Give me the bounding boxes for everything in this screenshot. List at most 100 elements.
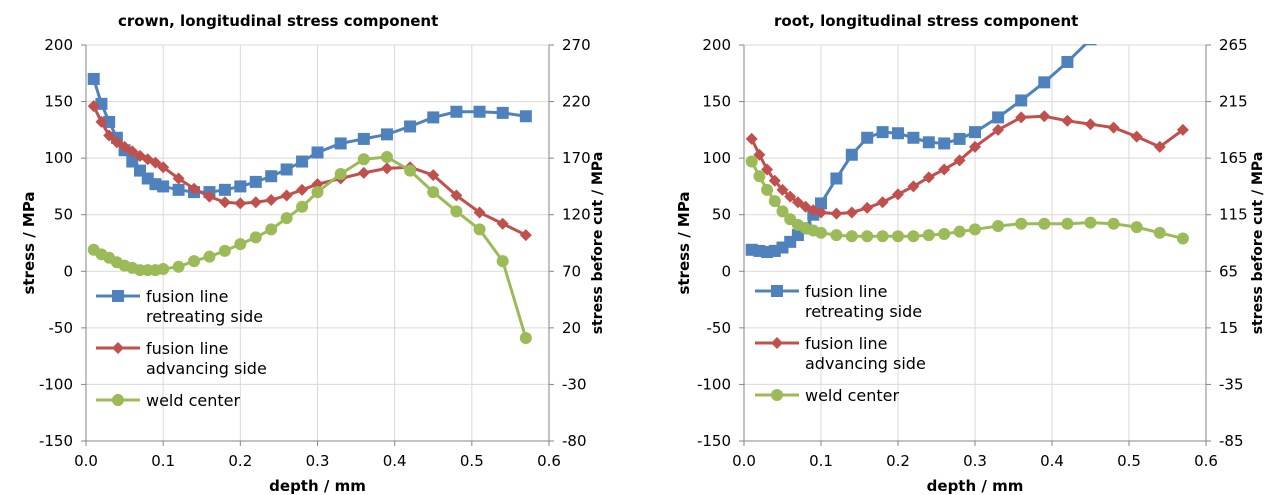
data-point [149, 156, 162, 169]
legend-marker [771, 337, 783, 349]
data-point [280, 212, 293, 225]
data-point [907, 131, 920, 144]
y2-tick-label: 170 [562, 149, 591, 167]
data-point [992, 111, 1005, 124]
y-tick-label: -100 [39, 375, 73, 393]
crown-chart-svg: 0.0 0.1 0.2 0.3 0.4 0.5 0.6 -150 -100 -50 0 50 100 15… [20, 12, 606, 495]
data-point [218, 196, 231, 209]
data-point [768, 244, 781, 257]
data-point [907, 180, 920, 193]
data-point [753, 170, 766, 183]
y2-axis-label: stress before cut / MPa [1250, 152, 1266, 335]
legend-marker [771, 285, 783, 297]
y-axis-label: stress / MPa [675, 191, 693, 294]
y-tick-label: -50 [707, 319, 732, 337]
data-point [357, 153, 370, 166]
root-chart-panel: 0.0 0.1 0.2 0.3 0.4 0.5 0.6 -150 -100 -50 0 50 100 15… [655, 0, 1269, 495]
data-point [876, 196, 889, 209]
data-point [861, 230, 874, 243]
data-point [745, 132, 758, 145]
data-point [876, 230, 889, 243]
data-point [427, 169, 440, 182]
y2-tick-label: 65 [1219, 262, 1238, 280]
data-point [87, 100, 100, 113]
y-tick-label: 200 [702, 36, 731, 54]
data-point [380, 151, 393, 164]
data-point [907, 230, 920, 243]
x-tick-label: 0.3 [963, 452, 987, 470]
legend-label: retreating side [805, 302, 922, 321]
x-tick-label: 0.6 [1194, 452, 1218, 470]
data-point [265, 170, 278, 183]
data-point [473, 223, 486, 236]
y2-tick-label: 165 [1219, 149, 1248, 167]
data-point [427, 186, 440, 199]
data-point [188, 182, 201, 195]
data-point [1061, 217, 1074, 230]
x-axis-label: depth / mm [927, 477, 1024, 495]
data-point [1084, 118, 1097, 131]
legend-label: weld center [805, 386, 900, 405]
data-point [761, 163, 774, 176]
data-point [126, 155, 139, 168]
y2-tick-label: 120 [562, 206, 591, 224]
data-point [953, 132, 966, 145]
x-tick-label: 0.3 [306, 452, 330, 470]
y-tick-label: 100 [44, 149, 73, 167]
data-point [118, 140, 131, 153]
y2-tick-label: 70 [562, 262, 581, 280]
x-tick-label: 0.2 [886, 452, 910, 470]
data-point [334, 167, 347, 180]
y-tick-label: -50 [49, 319, 74, 337]
data-point [892, 127, 904, 140]
legend-label: fusion line [805, 282, 887, 301]
data-point [110, 136, 123, 149]
data-point [1107, 121, 1120, 134]
x-axis-label: depth / mm [269, 477, 366, 495]
x-tick-label: 0.5 [1117, 452, 1141, 470]
y-tick-label: 50 [712, 206, 731, 224]
data-point [1176, 123, 1189, 136]
y2-tick-label: -35 [1219, 375, 1244, 393]
data-point [1061, 55, 1074, 68]
data-point [815, 206, 827, 219]
data-point [815, 197, 827, 210]
legend-marker [112, 394, 124, 406]
legend-label: fusion line [146, 287, 228, 306]
data-point [776, 183, 789, 196]
data-point [953, 154, 966, 167]
x-tick-label: 0.2 [228, 452, 252, 470]
data-point [969, 140, 981, 153]
data-point [938, 163, 951, 176]
data-point [1038, 110, 1051, 123]
data-point [815, 226, 827, 239]
data-point [892, 188, 904, 201]
data-point [404, 120, 417, 133]
data-point [922, 171, 935, 184]
series-square [87, 72, 532, 199]
data-point [953, 225, 966, 238]
data-point [126, 145, 139, 158]
data-point [969, 223, 981, 236]
y-tick-label: -100 [697, 375, 731, 393]
data-point [296, 155, 309, 168]
data-point [203, 250, 216, 263]
data-point [969, 126, 981, 139]
data-point [1061, 114, 1074, 127]
data-point [745, 155, 758, 168]
data-point [1038, 76, 1051, 89]
data-point [938, 227, 951, 240]
data-point [1153, 140, 1166, 153]
plot-area [87, 72, 532, 345]
data-point [776, 205, 789, 218]
data-point [404, 164, 417, 177]
data-point [172, 172, 185, 185]
data-point [519, 110, 532, 123]
data-point [334, 137, 347, 150]
series-diamond [87, 100, 532, 242]
data-point [450, 205, 463, 218]
y2-tick-label: -85 [1219, 432, 1244, 450]
series-circle [87, 151, 532, 345]
data-point [1015, 111, 1028, 124]
